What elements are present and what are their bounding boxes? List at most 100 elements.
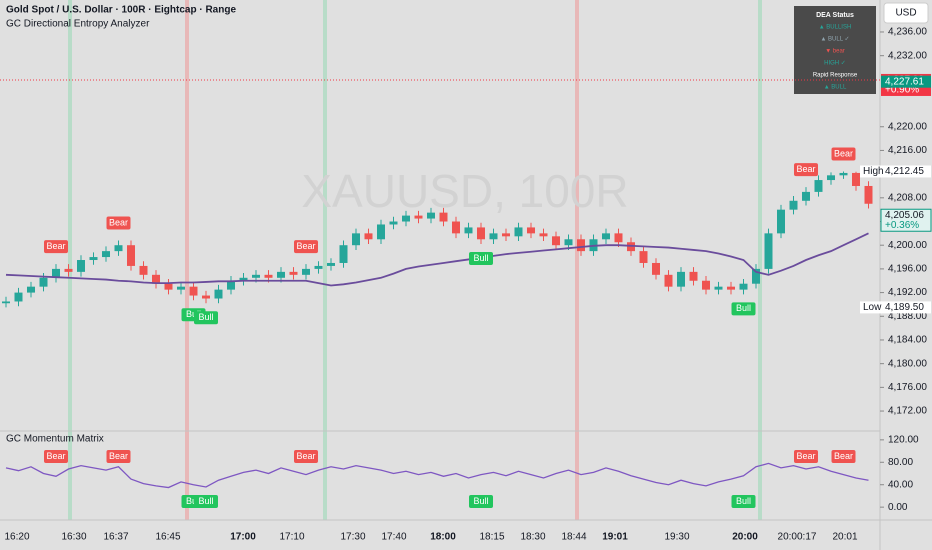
chart-title: Gold Spot / U.S. Dollar · 100R · Eightca… (6, 5, 236, 16)
candle-body (777, 209, 785, 234)
y-tick-label: 80.00 (888, 457, 913, 468)
candle-body (64, 268, 73, 272)
signal-box (106, 216, 131, 230)
status-row: Rapid Response (813, 73, 858, 79)
x-tick-label: 16:37 (103, 532, 128, 543)
candle-body (664, 274, 673, 287)
y-tick-label: 4,176.00 (888, 382, 927, 393)
candle-body (789, 200, 798, 210)
candle-body (677, 271, 685, 287)
signal-label: Bull (186, 309, 201, 319)
candle-body (864, 185, 873, 204)
tag-box (860, 165, 882, 178)
y-tick-label: 4,232.00 (888, 50, 927, 61)
candle-body (127, 245, 135, 266)
status-row: ▲ BULL ✓ (820, 37, 849, 43)
candle-body (77, 260, 85, 272)
y-tick-label: 0.00 (888, 502, 908, 513)
signal-label: Bear (296, 241, 315, 251)
candle-body (314, 265, 323, 269)
signal-box (731, 302, 756, 316)
x-tick-label: 20:01 (832, 532, 857, 543)
price-tag-change: +0.90% (885, 85, 919, 96)
x-tick-label: 20:00:17 (778, 532, 817, 543)
y-tick-label: 4,192.00 (888, 287, 927, 298)
x-tick-label: 17:30 (340, 532, 365, 543)
signal-box (106, 450, 131, 463)
candle-body (102, 251, 110, 258)
x-tick-label: 17:40 (381, 532, 406, 543)
candle-body (164, 283, 173, 290)
signal-box (731, 495, 756, 508)
signal-label: Bear (296, 451, 315, 461)
signal-label: Bull (198, 312, 213, 322)
tag-box (860, 301, 882, 314)
series-line (5, 462, 869, 489)
candle-body (439, 212, 448, 222)
candle-body (452, 221, 460, 234)
candle-body (852, 172, 860, 186)
signal-label: Bear (109, 451, 128, 461)
series-line (5, 232, 869, 287)
session-marker (68, 0, 72, 520)
session-marker (185, 0, 189, 520)
candle-body (802, 191, 810, 201)
tag-label: High (863, 166, 884, 177)
x-tick-label: 17:10 (279, 532, 304, 543)
y-tick-label: 40.00 (888, 479, 913, 490)
x-tick-label: 18:15 (479, 532, 504, 543)
status-row: ▲ BULLISH (819, 25, 852, 31)
candle-body (302, 268, 310, 275)
candle-body (539, 233, 548, 237)
candle-body (739, 283, 748, 290)
y-tick-label: 4,180.00 (888, 358, 927, 369)
signal-box (469, 252, 493, 266)
y-tick-label: 4,200.00 (888, 240, 927, 251)
candle-body (177, 286, 185, 290)
candle-body (227, 280, 235, 290)
currency-button[interactable] (883, 2, 929, 24)
candle-body (389, 221, 398, 225)
price-tag (881, 75, 931, 88)
candle-body (327, 262, 335, 266)
currency[interactable]: USD (895, 8, 916, 19)
x-tick-label: 19:30 (664, 532, 689, 543)
candle-body (289, 271, 298, 275)
candle-body (639, 251, 648, 263)
signal-label: Bear (46, 241, 65, 251)
candle-body (489, 233, 498, 240)
y-tick-label: 4,220.00 (888, 121, 927, 132)
status-row: ▲ BULL (824, 85, 847, 91)
candle-body (202, 295, 210, 299)
indicator-name: GC Directional Entropy Analyzer (6, 19, 150, 30)
y-tick-label: 4,188.00 (888, 311, 927, 322)
candle-body (752, 268, 760, 284)
signal-label: Bull (186, 496, 201, 506)
candle-body (527, 227, 535, 234)
candle-body (427, 212, 435, 219)
signal-box (794, 450, 818, 463)
x-tick-label: 16:30 (61, 532, 86, 543)
x-tick-label: 18:44 (561, 532, 586, 543)
watermark: XAUUSD, 100R (301, 165, 628, 217)
candle-body (214, 289, 223, 299)
candle-body (652, 262, 660, 275)
signal-box (44, 450, 68, 463)
candle-body (89, 257, 98, 261)
candle-body (252, 274, 260, 278)
status-title: DEA Status (816, 12, 854, 19)
signal-label: Bear (796, 164, 815, 174)
signal-box (469, 495, 493, 508)
y-tick-label: 4,196.00 (888, 264, 927, 275)
candle-body (827, 175, 835, 181)
status-row: ▼ bear (825, 49, 845, 55)
signal-box (194, 495, 218, 508)
status-row: HIGH ✓ (824, 61, 846, 67)
signal-label: Bear (796, 451, 815, 461)
price-tag-label: 4,212.45 (885, 166, 924, 177)
candle-body (14, 292, 23, 302)
signal-label: Bull (198, 496, 213, 506)
